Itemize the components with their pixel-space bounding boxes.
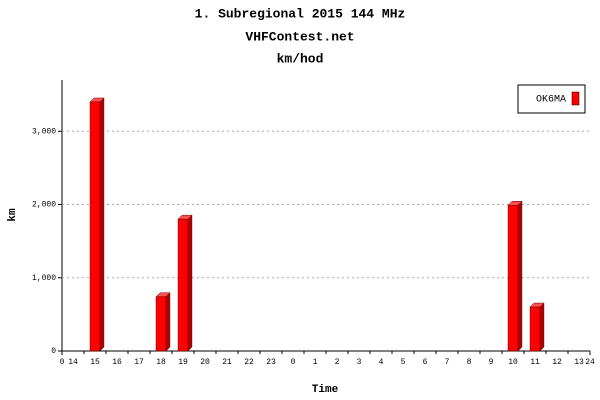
y-tick-label: 2,000 xyxy=(32,201,56,210)
y-tick-label: 3,000 xyxy=(32,127,56,136)
y-tick-label: 1,000 xyxy=(32,274,56,283)
x-tick-label: 1 xyxy=(313,358,318,367)
chart-subtitle: VHFContest.net xyxy=(245,29,354,44)
x-tick-label: 10 xyxy=(508,358,518,367)
x-tick-label: 5 xyxy=(401,358,406,367)
x-tick-label: 19 xyxy=(178,358,188,367)
bar xyxy=(507,204,519,352)
x-tick-label: 16 xyxy=(112,358,122,367)
y-axis-label: km xyxy=(7,208,19,222)
x-tick-label: 3 xyxy=(357,358,362,367)
x-tick-label: 21 xyxy=(222,358,232,367)
x-tick-label: 24 xyxy=(585,358,595,367)
x-tick-label: 20 xyxy=(200,358,210,367)
x-tick-label: 12 xyxy=(552,358,562,367)
x-tick-label: 14 xyxy=(68,358,78,367)
x-axis-label: Time xyxy=(312,384,339,396)
x-tick-label: 0 xyxy=(291,358,296,367)
legend-swatch xyxy=(571,91,580,106)
bar-side xyxy=(517,200,523,352)
x-tick-label: 22 xyxy=(244,358,254,367)
legend-label: OK6MA xyxy=(536,95,566,106)
bar xyxy=(529,306,541,352)
bar-side xyxy=(99,97,105,352)
x-tick-label: 4 xyxy=(379,358,384,367)
bar xyxy=(155,296,167,352)
legend: OK6MA xyxy=(517,84,586,114)
bar-side xyxy=(187,214,193,352)
x-tick-label: 9 xyxy=(489,358,494,367)
chart-unit: km/hod xyxy=(277,51,324,66)
x-tick-label: 7 xyxy=(445,358,450,367)
y-tick-label: 0 xyxy=(51,347,56,356)
x-tick-label: 11 xyxy=(530,358,540,367)
bar xyxy=(89,101,101,352)
x-tick-label: 23 xyxy=(266,358,276,367)
x-tick-label: 8 xyxy=(467,358,472,367)
x-tick-label: 15 xyxy=(90,358,100,367)
bar-side xyxy=(165,292,171,352)
chart-title: 1. Subregional 2015 144 MHz xyxy=(195,6,406,21)
x-tick-label: 18 xyxy=(156,358,166,367)
x-tick-label: 17 xyxy=(134,358,144,367)
bar xyxy=(177,218,189,352)
bar-side xyxy=(539,302,545,352)
x-tick-label: 13 xyxy=(574,358,584,367)
x-tick-label: 2 xyxy=(335,358,340,367)
x-tick-label: 0 xyxy=(60,358,65,367)
x-tick-label: 6 xyxy=(423,358,428,367)
